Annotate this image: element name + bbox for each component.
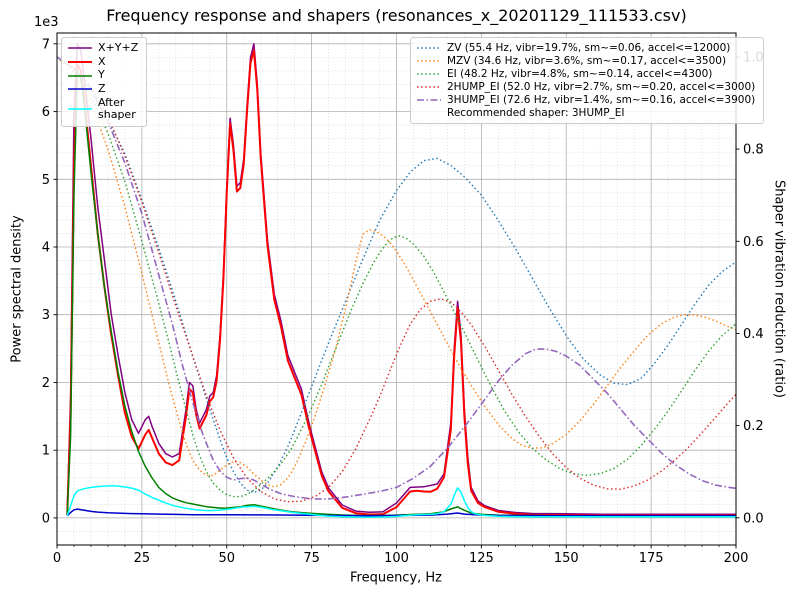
legend-item-psd-y: Y bbox=[67, 69, 138, 82]
series-shaper-3hump-ei bbox=[56, 56, 737, 500]
series-psd-y bbox=[66, 70, 736, 517]
y-left-tick-label: 6 bbox=[42, 105, 50, 120]
legend-label: EI (48.2 Hz, vibr=4.8%, sm~=0.14, accel<… bbox=[447, 68, 713, 81]
series-psd-x bbox=[66, 49, 736, 517]
y-left-tick-label: 2 bbox=[42, 376, 50, 391]
x-tick-label: 125 bbox=[469, 551, 494, 566]
legend-item-psd-x: X bbox=[67, 54, 138, 69]
y-left-tick-label: 4 bbox=[42, 241, 50, 256]
series-shaper-zv bbox=[56, 56, 737, 494]
x-tick-label: 200 bbox=[724, 551, 749, 566]
shaper-zv-swatch-icon bbox=[416, 42, 442, 54]
shaper-ei-swatch-icon bbox=[416, 68, 442, 80]
x-tick-label: 0 bbox=[53, 551, 61, 566]
legend-item-psd-xyz: X+Y+Z bbox=[67, 41, 139, 55]
after-shaper-swatch-icon bbox=[67, 103, 93, 115]
legend-label: Z bbox=[98, 81, 106, 95]
legend-label: Recommended shaper: 3HUMP_EI bbox=[447, 107, 625, 120]
x-tick-label: 175 bbox=[639, 551, 664, 566]
shaper-2hump-ei-swatch-icon bbox=[416, 81, 442, 93]
legend-label: After shaper bbox=[98, 95, 136, 122]
y-axis-multiplier: 1e3 bbox=[34, 15, 59, 30]
chart-title: Frequency response and shapers (resonanc… bbox=[106, 6, 687, 25]
psd-xyz-swatch-icon bbox=[67, 42, 93, 54]
psd-z-swatch-icon bbox=[67, 83, 93, 95]
series-psd-z bbox=[66, 508, 736, 517]
y-left-tick-label: 7 bbox=[42, 37, 50, 52]
psd-x-swatch-icon bbox=[67, 56, 93, 68]
x-tick-label: 50 bbox=[218, 551, 235, 566]
series-shaper-2hump-ei bbox=[56, 56, 737, 503]
legend-item-psd-z: Z bbox=[67, 81, 138, 96]
y-right-tick-label: 0.6 bbox=[743, 235, 764, 250]
legend-item-after-shaper: After shaper bbox=[67, 95, 138, 122]
legend-label: 2HUMP_EI (52.0 Hz, vibr=2.7%, sm~=0.20, … bbox=[447, 81, 756, 94]
recommended-shaper-note: Recommended shaper: 3HUMP_EI bbox=[416, 107, 755, 119]
y-axis-left-label: Power spectral density bbox=[9, 215, 25, 363]
legend-item-shaper-2hump-ei: 2HUMP_EI (52.0 Hz, vibr=2.7%, sm~=0.20, … bbox=[416, 81, 755, 93]
y-right-tick-label: 0.8 bbox=[743, 143, 764, 158]
legend-label: ZV (55.4 Hz, vibr=19.7%, sm~=0.06, accel… bbox=[447, 42, 731, 54]
legend-label: MZV (34.6 Hz, vibr=3.6%, sm~=0.17, accel… bbox=[447, 55, 727, 68]
x-axis-label: Frequency, Hz bbox=[349, 570, 443, 586]
legend-item-shaper-ei: EI (48.2 Hz, vibr=4.8%, sm~=0.14, accel<… bbox=[416, 68, 755, 80]
psd-legend: X+Y+Z X Y Z After shaper bbox=[61, 37, 148, 127]
x-tick-label: 75 bbox=[303, 551, 320, 566]
shaper-legend: ZV (55.4 Hz, vibr=19.7%, sm~=0.06, accel… bbox=[410, 37, 765, 125]
y-right-tick-label: 0.0 bbox=[743, 511, 764, 526]
psd-y-swatch-icon bbox=[67, 70, 93, 82]
legend-label: X bbox=[98, 54, 106, 68]
series-after-shaper bbox=[66, 484, 736, 518]
legend-label: 3HUMP_EI (72.6 Hz, vibr=1.4%, sm~=0.16, … bbox=[447, 94, 756, 107]
y-left-tick-label: 5 bbox=[42, 173, 50, 188]
series-shaper-mzv bbox=[56, 56, 737, 488]
y-right-tick-label: 0.2 bbox=[743, 419, 764, 434]
x-tick-label: 100 bbox=[384, 551, 409, 566]
y-right-tick-label: 0.4 bbox=[743, 327, 764, 342]
legend-label: Y bbox=[98, 68, 105, 82]
shaper-mzv-swatch-icon bbox=[416, 55, 442, 67]
y-left-tick-label: 0 bbox=[42, 511, 50, 526]
legend-item-shaper-mzv: MZV (34.6 Hz, vibr=3.6%, sm~=0.17, accel… bbox=[416, 55, 755, 67]
y-left-tick-label: 1 bbox=[42, 444, 50, 459]
shaper-3hump-ei-swatch-icon bbox=[416, 94, 442, 106]
y-axis-right-label: Shaper vibration reduction (ratio) bbox=[771, 180, 787, 398]
x-tick-label: 25 bbox=[134, 551, 151, 566]
x-tick-label: 150 bbox=[554, 551, 579, 566]
y-left-tick-label: 3 bbox=[42, 308, 50, 323]
legend-label: X+Y+Z bbox=[98, 41, 139, 54]
legend-item-shaper-3hump-ei: 3HUMP_EI (72.6 Hz, vibr=1.4%, sm~=0.16, … bbox=[416, 94, 755, 106]
legend-item-shaper-zv: ZV (55.4 Hz, vibr=19.7%, sm~=0.06, accel… bbox=[416, 42, 755, 54]
